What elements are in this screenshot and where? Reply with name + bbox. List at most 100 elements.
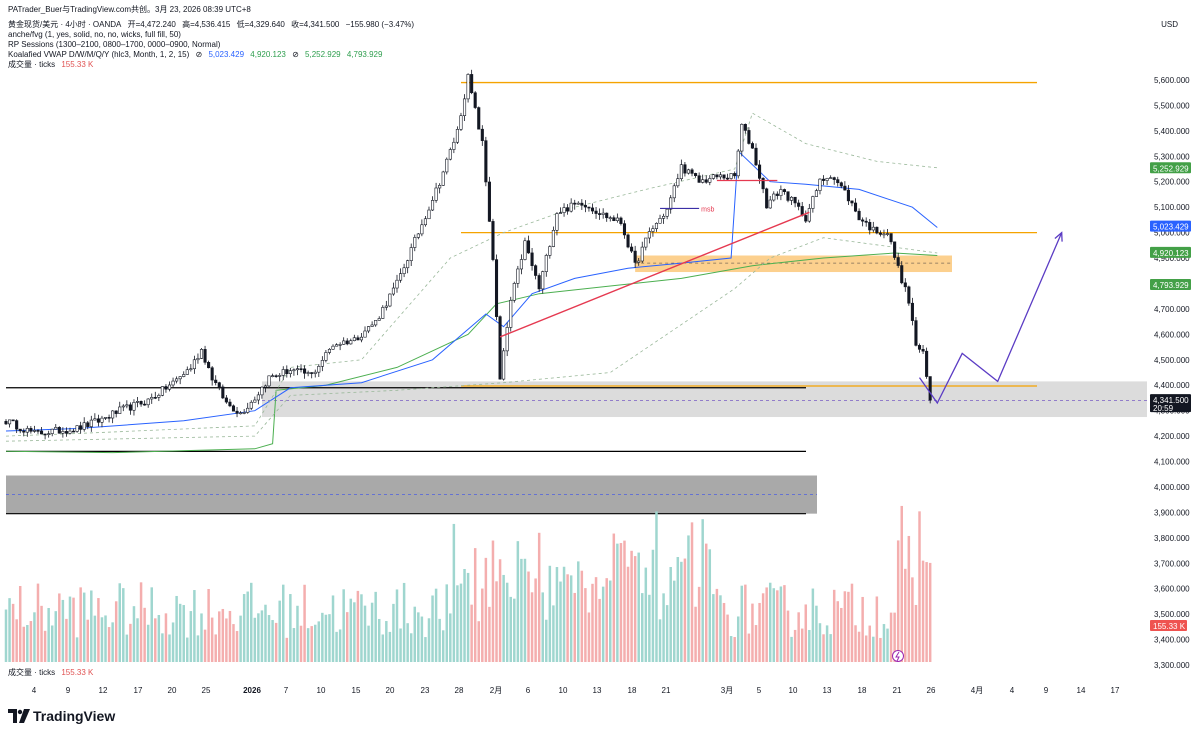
candle-down: [96, 418, 100, 423]
volume-bar: [530, 592, 534, 662]
candle-down: [107, 417, 111, 419]
candle-up: [82, 422, 86, 430]
symbol-name[interactable]: 黄金现货/美元 · 4小时 · OANDA: [8, 20, 122, 29]
currency-label[interactable]: USD: [1161, 20, 1178, 29]
candle-up: [718, 174, 723, 178]
vwap-hidden-icon-2[interactable]: ⊘: [292, 50, 299, 59]
candle-down: [484, 140, 488, 183]
symbol-info-line: 黄金现货/美元 · 4小时 · OANDA 开=4,472.240 高=4,53…: [8, 20, 418, 30]
candle-down: [903, 282, 907, 288]
volume-bar: [861, 596, 864, 662]
volume-bar: [623, 540, 626, 662]
candle-down: [594, 210, 598, 214]
candle-down: [583, 204, 587, 208]
candle-up: [662, 215, 666, 219]
candle-down: [857, 210, 861, 221]
candle-down: [793, 196, 797, 204]
volume-bar: [754, 625, 758, 662]
volume-bar: [630, 550, 633, 662]
volume-bar: [129, 623, 132, 662]
volume-bar: [303, 584, 306, 662]
volume-bar: [413, 606, 417, 662]
candle-down: [299, 368, 303, 371]
volume-bar: [214, 634, 217, 662]
candle-down: [310, 372, 314, 374]
candle-up: [441, 171, 445, 186]
volume-bar: [139, 582, 143, 662]
candle-up: [249, 401, 253, 409]
volume-bar: [740, 585, 744, 662]
candle-down: [303, 368, 307, 374]
indicator-volume[interactable]: 成交量 · ticks 155.33 K: [8, 60, 97, 70]
candle-up: [423, 218, 427, 226]
volume-bar: [296, 605, 299, 662]
candle-down: [164, 386, 168, 390]
candle-down: [537, 275, 541, 290]
volume-bar: [47, 608, 50, 662]
volume-bar: [911, 577, 914, 662]
candle-down: [846, 189, 850, 202]
volume-bar: [626, 566, 630, 662]
volume-bar: [260, 610, 264, 662]
tradingview-logo[interactable]: TradingView: [8, 708, 115, 724]
volume-bar: [299, 625, 303, 662]
candle-down: [797, 202, 801, 207]
candle-up: [384, 305, 388, 308]
candle-up: [196, 358, 200, 361]
candle-down: [907, 286, 911, 304]
time-tick-label: 26: [927, 686, 936, 695]
volume-bar: [779, 586, 783, 662]
candle-up: [367, 326, 371, 332]
volume-bar: [744, 584, 747, 662]
price-tick-label: 5,100.000: [1154, 203, 1190, 212]
volume-bar: [427, 618, 431, 662]
time-tick-label: 2026: [243, 686, 261, 695]
volume-pane-label: 成交量 · ticks: [8, 668, 56, 677]
volume-bar: [879, 637, 882, 662]
volume-bar: [93, 615, 97, 662]
indicator-fvg[interactable]: anche/fvg (1, yes, solid, no, no, wicks,…: [8, 30, 185, 40]
price-tick-label: 4,200.000: [1154, 432, 1190, 441]
candle-up: [363, 330, 367, 338]
indicator-vwap[interactable]: Koalafied VWAP D/W/M/Q/Y (hlc3, Month, 1…: [8, 50, 386, 60]
vwap-hidden-icon[interactable]: ⊘: [195, 50, 203, 59]
volume-bar: [900, 505, 903, 662]
volume-bar: [253, 617, 257, 662]
candle-up: [462, 98, 467, 116]
volume-bar: [196, 635, 200, 662]
volume-bar: [164, 613, 168, 662]
candle-down: [868, 222, 872, 231]
candle-up: [882, 233, 886, 236]
volume-bar: [246, 591, 249, 662]
volume-bar: [29, 621, 33, 662]
candle-up: [331, 345, 335, 350]
volume-pane-legend[interactable]: 成交量 · ticks 155.33 K: [8, 668, 97, 678]
candle-down: [274, 375, 278, 377]
candle-down: [86, 422, 90, 427]
candle-down: [843, 185, 847, 191]
volume-bar: [11, 603, 15, 662]
volume-bar: [683, 558, 687, 662]
volume-bar: [353, 602, 356, 662]
indicator-sessions[interactable]: RP Sessions (1300–2100, 0800–1700, 0000–…: [8, 40, 224, 50]
volume-bar: [72, 597, 75, 662]
volume-bar: [282, 584, 285, 662]
candle-down: [210, 367, 214, 381]
volume-bar: [203, 629, 207, 662]
candle-up: [267, 375, 271, 387]
volume-bar: [580, 570, 584, 662]
candle-up: [523, 240, 527, 260]
volume-bar: [793, 629, 797, 662]
candle-up: [658, 218, 662, 224]
candle-up: [50, 428, 54, 434]
volume-bar: [559, 581, 562, 662]
candle-up: [359, 336, 363, 341]
volume-bar: [513, 598, 516, 662]
vwap-green-line: [5, 252, 938, 454]
volume-bar: [278, 600, 281, 662]
volume-bar: [61, 599, 65, 662]
volume-bar: [516, 541, 520, 662]
low-value: 低=4,329.640: [236, 20, 285, 29]
volume-bar: [601, 586, 605, 662]
